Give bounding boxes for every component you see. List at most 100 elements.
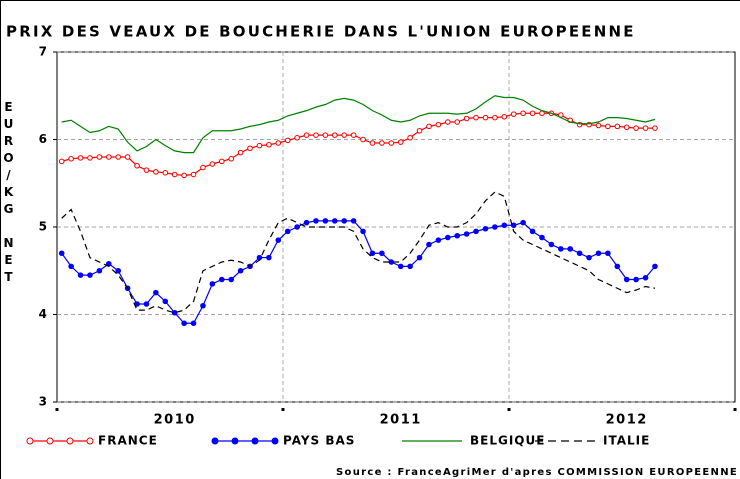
series-marker [77, 272, 84, 278]
series-marker [124, 154, 131, 160]
series-marker [58, 158, 65, 165]
series-marker [369, 250, 376, 257]
source-note: Source : FranceAgriMer d'apres COMMISSIO… [336, 467, 738, 478]
series-marker [407, 263, 413, 270]
legend-label: BELGIQUE [470, 434, 545, 448]
series-marker [77, 155, 84, 161]
series-marker [520, 219, 526, 226]
series-marker [360, 228, 366, 235]
series-marker [96, 154, 103, 160]
series-marker [322, 132, 329, 138]
x-tick-label: 2010 [154, 413, 196, 428]
series-marker [520, 110, 526, 117]
series-marker [379, 250, 385, 257]
series-marker [435, 237, 442, 243]
series-marker [266, 254, 272, 261]
series-marker [529, 110, 536, 117]
series-marker [397, 263, 404, 270]
series-marker [275, 140, 282, 146]
series-line [61, 112, 655, 176]
series-marker [218, 158, 225, 165]
series-marker [266, 141, 272, 148]
series-marker [482, 225, 489, 232]
legend-label: ITALIE [603, 434, 650, 448]
series-marker [162, 169, 169, 176]
series-marker [171, 309, 178, 316]
series-marker [58, 250, 65, 257]
series-marker [87, 272, 93, 278]
series-marker [360, 136, 366, 143]
series-marker [153, 289, 159, 296]
series-marker [209, 281, 216, 287]
series-marker [143, 301, 150, 307]
series-marker [397, 139, 404, 145]
series-marker [105, 154, 112, 160]
series-marker [454, 119, 461, 125]
series-marker [228, 155, 235, 162]
series-marker [510, 111, 517, 117]
series-marker [115, 267, 122, 274]
series-marker [218, 276, 225, 283]
series-marker [209, 161, 216, 167]
x-tick-label: 2011 [380, 413, 422, 428]
legend-marker [251, 437, 259, 445]
series-marker [369, 140, 376, 146]
series-marker [586, 254, 592, 261]
series-marker [228, 276, 235, 283]
series-marker [463, 231, 470, 237]
series-marker [341, 218, 348, 224]
series-line [61, 220, 656, 324]
series-marker [388, 259, 395, 265]
series-marker [623, 124, 630, 131]
series-marker [557, 246, 564, 252]
series-marker [275, 237, 282, 243]
legend-marker [86, 437, 94, 445]
series-marker [426, 241, 432, 248]
series-marker [87, 155, 93, 161]
series-marker [595, 122, 602, 129]
series-marker [284, 137, 291, 144]
series-marker [237, 149, 244, 156]
series-marker [614, 123, 621, 130]
series-marker [115, 154, 122, 160]
series-marker [576, 250, 583, 257]
series-marker [294, 224, 300, 230]
series-marker [416, 254, 423, 261]
series-marker [473, 228, 479, 235]
y-axis-label: EURO/KG NET [2, 100, 16, 287]
y-tick-label: 4 [39, 307, 47, 321]
series-marker [237, 267, 244, 274]
x-tick [733, 408, 737, 411]
series-marker [444, 234, 451, 241]
legend-marker [46, 437, 54, 445]
series-marker [350, 218, 357, 224]
series-marker [134, 162, 140, 169]
x-tick [281, 408, 285, 411]
chart-title: PRIX DES VEAUX DE BOUCHERIE DANS L'UNION… [6, 23, 636, 41]
series-marker [642, 274, 649, 281]
series-marker [294, 134, 300, 141]
legend-marker [211, 437, 219, 445]
series-marker [68, 263, 74, 270]
series-marker [435, 121, 442, 128]
series-marker [492, 114, 498, 121]
series-marker [200, 164, 206, 171]
y-tick-label: 6 [39, 132, 47, 146]
y-tick-label: 5 [39, 220, 47, 234]
series-marker [426, 123, 432, 130]
legend-marker [66, 437, 74, 445]
series-marker [633, 125, 639, 131]
legend-marker [26, 437, 34, 445]
series-marker [284, 228, 291, 235]
series-marker [416, 127, 423, 134]
series-marker [190, 171, 197, 178]
series-marker [143, 167, 150, 173]
series-marker [463, 115, 470, 122]
x-tick-label: 2012 [606, 413, 648, 428]
series-marker [407, 134, 413, 141]
series-marker [247, 145, 253, 152]
series-marker [303, 132, 310, 138]
series-marker [350, 132, 357, 138]
series-marker [444, 119, 451, 125]
